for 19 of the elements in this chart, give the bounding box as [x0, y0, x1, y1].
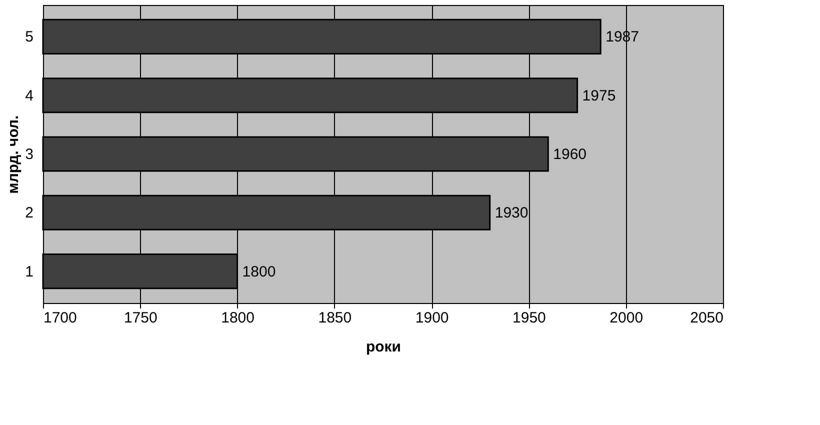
data-label: 1800: [242, 263, 276, 280]
x-tick-label: 1700: [44, 310, 77, 326]
data-label: 1960: [553, 146, 587, 163]
x-tick-label: 1900: [415, 310, 449, 326]
x-axis-title: роки: [366, 338, 402, 356]
x-tick-label: 1850: [318, 310, 352, 326]
y-tick-label: 2: [25, 204, 34, 222]
x-tick-label: 2000: [610, 310, 644, 326]
x-tick-label: 1950: [512, 310, 546, 326]
data-label: 1930: [494, 204, 528, 222]
x-tick-label: 2050: [690, 310, 724, 326]
y-tick-label: 1: [25, 263, 34, 280]
y-tick-label: 4: [25, 87, 34, 104]
x-tick-label: 1750: [124, 310, 158, 326]
y-tick-label: 5: [25, 28, 34, 46]
data-label: 1975: [582, 87, 616, 104]
y-tick-label: 3: [25, 146, 34, 163]
x-tick-label: 1800: [221, 310, 254, 326]
y-axis-title: млрд. чол.: [5, 115, 22, 194]
